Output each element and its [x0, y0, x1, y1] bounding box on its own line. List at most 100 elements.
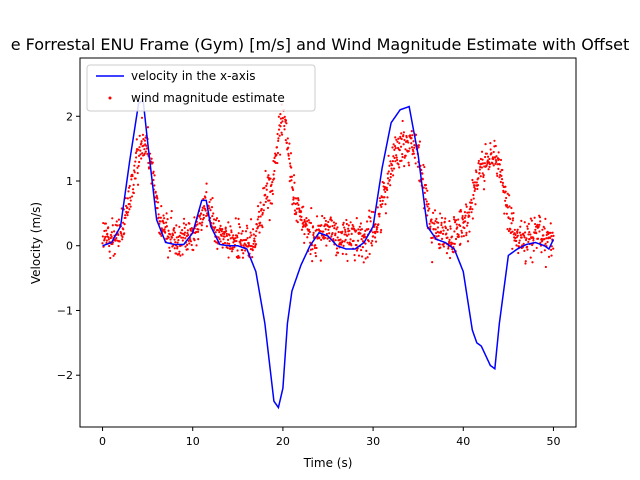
legend: velocity in the x-axis wind magnitude es…	[86, 64, 316, 112]
scatter-point	[489, 142, 492, 145]
scatter-point	[172, 229, 175, 232]
scatter-point	[342, 221, 345, 224]
scatter-point	[276, 161, 279, 165]
scatter-point	[296, 221, 299, 224]
scatter-point	[300, 215, 303, 218]
scatter-point	[178, 250, 181, 253]
scatter-point	[359, 232, 362, 235]
scatter-point	[410, 142, 413, 145]
scatter-point	[136, 171, 139, 175]
scatter-point	[331, 224, 334, 228]
scatter-point	[131, 188, 135, 191]
scatter-point	[156, 207, 159, 210]
scatter-point	[190, 243, 193, 247]
scatter-point	[437, 234, 440, 237]
scatter-point	[290, 179, 293, 182]
scatter-point	[308, 230, 311, 234]
scatter-point	[333, 224, 336, 227]
scatter-point	[550, 254, 553, 257]
scatter-point	[476, 184, 480, 187]
scatter-point	[390, 164, 394, 167]
scatter-point	[401, 119, 404, 123]
scatter-point	[410, 146, 414, 149]
scatter-point	[366, 256, 369, 259]
scatter-point	[169, 238, 172, 241]
scatter-point	[523, 249, 526, 252]
scatter-point	[140, 140, 143, 143]
scatter-point	[393, 148, 396, 151]
scatter-point	[494, 144, 497, 148]
scatter-point	[296, 202, 299, 205]
scatter-point	[370, 241, 373, 245]
scatter-point	[451, 242, 455, 245]
scatter-point	[168, 249, 172, 253]
scatter-point	[443, 220, 446, 223]
scatter-point	[332, 221, 336, 224]
scatter-point	[361, 246, 364, 249]
scatter-point	[423, 165, 426, 169]
y-tick-label: −1	[57, 304, 73, 317]
scatter-point	[402, 131, 405, 134]
scatter-point	[280, 121, 283, 124]
x-tick-label: 20	[276, 435, 290, 448]
scatter-point	[489, 148, 492, 151]
scatter-point	[345, 234, 349, 237]
scatter-point	[335, 247, 339, 250]
scatter-point	[317, 224, 320, 227]
scatter-point	[253, 237, 256, 240]
scatter-point	[478, 168, 481, 171]
scatter-point	[313, 246, 317, 250]
scatter-point	[283, 115, 286, 118]
scatter-point	[461, 214, 464, 218]
scatter-point	[327, 228, 330, 231]
scatter-point	[129, 196, 132, 199]
scatter-point	[281, 116, 284, 120]
scatter-point	[408, 147, 411, 150]
scatter-point	[181, 239, 184, 242]
scatter-point	[212, 212, 215, 215]
scatter-point	[544, 242, 547, 245]
scatter-point	[395, 156, 398, 159]
scatter-point	[403, 156, 406, 159]
scatter-point	[532, 249, 535, 252]
scatter-point	[397, 163, 400, 166]
scatter-point	[360, 255, 364, 258]
scatter-point	[121, 221, 125, 224]
scatter-point	[253, 240, 256, 243]
scatter-point	[460, 229, 463, 232]
scatter-point	[334, 232, 337, 235]
scatter-point	[276, 151, 280, 155]
scatter-point	[134, 151, 138, 155]
scatter-point	[515, 236, 518, 239]
scatter-point	[523, 221, 526, 224]
scatter-point	[347, 224, 350, 227]
scatter-point	[453, 230, 456, 233]
scatter-point	[186, 229, 189, 232]
scatter-point	[298, 207, 301, 210]
scatter-point	[134, 177, 137, 180]
scatter-point	[297, 199, 300, 202]
scatter-point	[504, 185, 507, 188]
x-tick-label: 0	[99, 435, 106, 448]
scatter-point	[518, 231, 522, 234]
scatter-point	[519, 234, 522, 237]
scatter-point	[444, 217, 447, 220]
scatter-point	[311, 259, 314, 263]
scatter-point	[374, 223, 377, 226]
scatter-point	[391, 160, 394, 163]
scatter-point	[292, 198, 295, 201]
scatter-point	[126, 197, 129, 200]
scatter-point	[239, 240, 242, 244]
scatter-point	[288, 162, 292, 165]
scatter-point	[221, 228, 224, 231]
scatter-point	[513, 232, 516, 235]
scatter-point	[277, 139, 280, 142]
scatter-point	[180, 236, 183, 239]
scatter-point	[252, 245, 255, 248]
scatter-point	[504, 190, 507, 193]
scatter-point	[437, 221, 440, 224]
scatter-point	[199, 222, 202, 225]
scatter-point	[284, 119, 288, 122]
scatter-point	[202, 216, 206, 219]
scatter-point	[303, 232, 306, 236]
